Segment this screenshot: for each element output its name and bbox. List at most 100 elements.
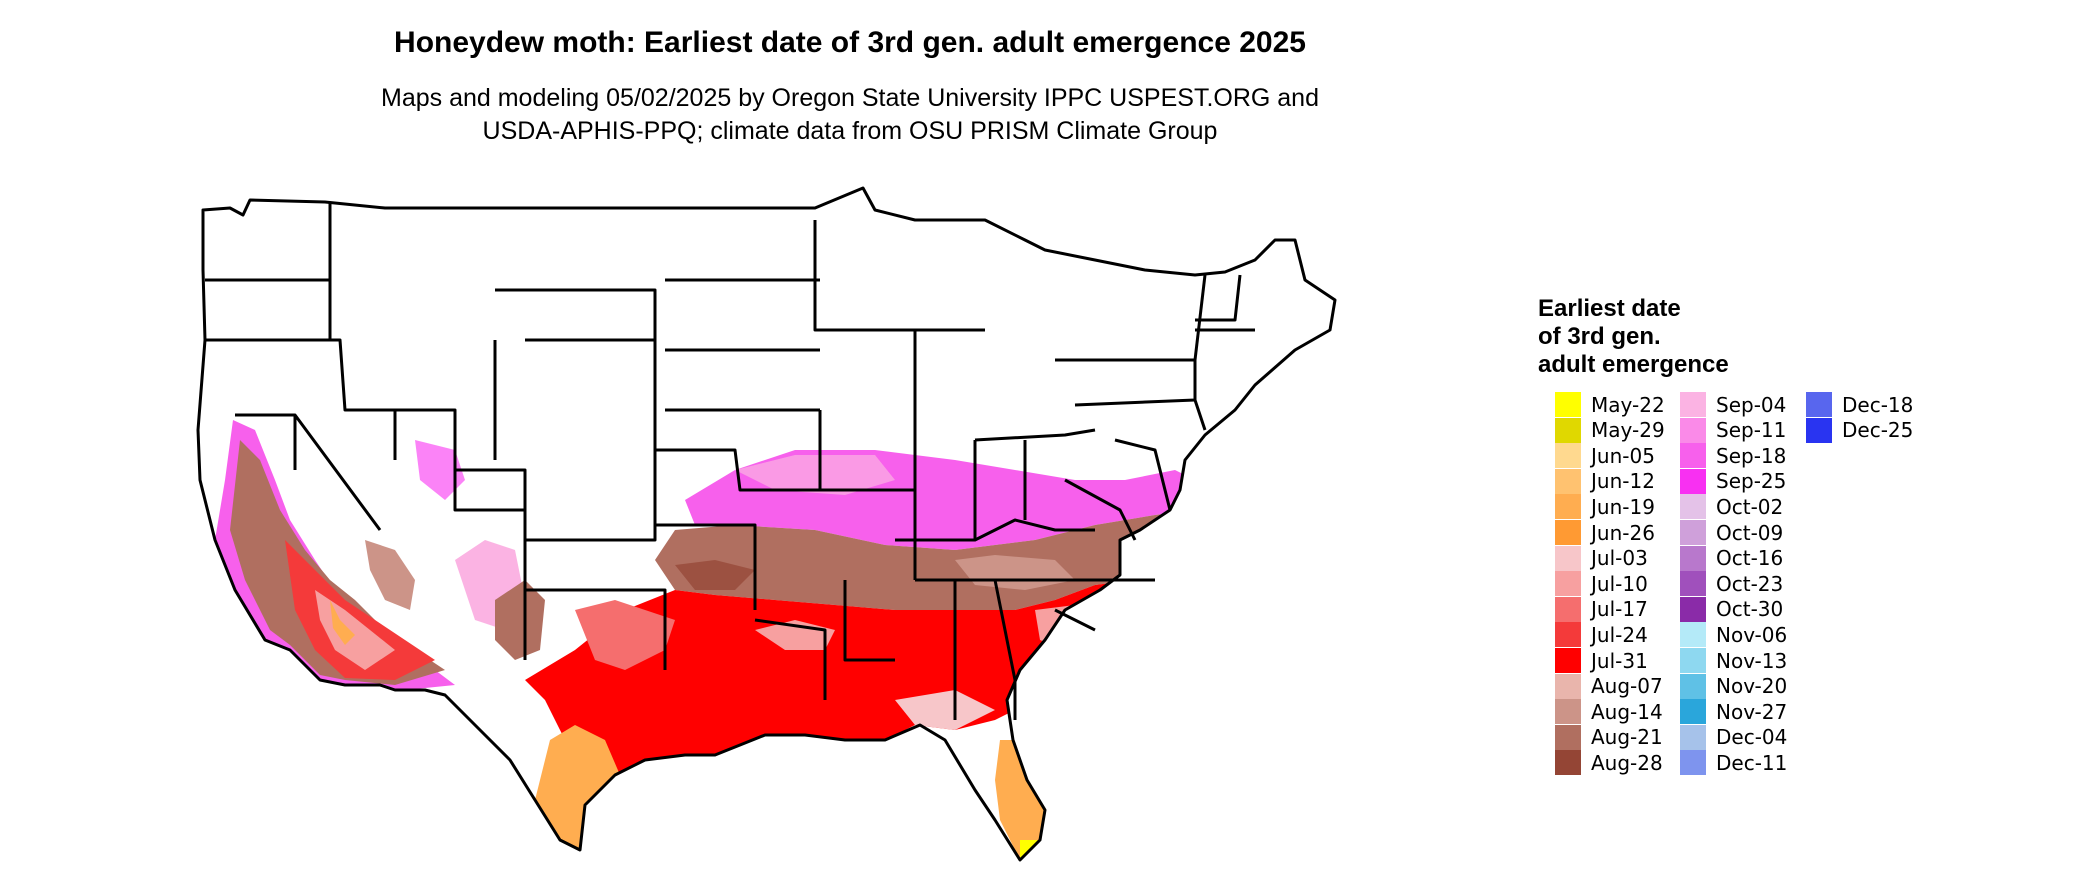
legend-label: Jul-24 <box>1591 622 1648 647</box>
legend-swatch <box>1680 520 1706 545</box>
legend-swatch <box>1555 417 1581 443</box>
legend-swatch <box>1680 673 1706 699</box>
legend-item: Jul-31 <box>1555 648 1648 673</box>
legend-title-line: of 3rd gen. <box>1538 323 1661 350</box>
legend-swatch <box>1680 417 1706 443</box>
legend-swatch <box>1555 443 1581 469</box>
legend-label: Aug-07 <box>1591 674 1663 699</box>
legend-item: Nov-27 <box>1680 699 1788 725</box>
legend-swatch <box>1555 494 1581 520</box>
legend-title-line: Earliest date <box>1538 295 1681 322</box>
legend-swatch <box>1680 622 1706 648</box>
legend-swatch <box>1680 468 1706 494</box>
legend-swatch <box>1555 392 1581 417</box>
legend-swatch <box>1680 443 1706 469</box>
legend-item: Nov-20 <box>1680 673 1787 699</box>
legend-item: Aug-21 <box>1555 724 1663 750</box>
legend-item: Nov-13 <box>1680 648 1787 673</box>
legend-label: Nov-13 <box>1716 648 1788 673</box>
legend-item: Oct-16 <box>1680 545 1784 571</box>
legend-swatch <box>1555 545 1581 571</box>
legend-item: Oct-02 <box>1680 494 1783 520</box>
legend-swatch <box>1680 494 1706 520</box>
legend-label: Aug-21 <box>1591 725 1663 750</box>
legend-item: Sep-18 <box>1680 443 1787 469</box>
legend-label: Sep-25 <box>1716 469 1787 494</box>
legend-label: Jun-26 <box>1591 520 1655 545</box>
legend-item: May-29 <box>1555 417 1665 443</box>
legend-swatch <box>1555 648 1581 673</box>
legend-swatch <box>1555 571 1581 597</box>
legend-swatch <box>1555 750 1581 776</box>
legend-label: Aug-28 <box>1591 750 1663 775</box>
legend-swatch <box>1680 596 1706 622</box>
legend-swatch <box>1806 392 1832 417</box>
legend-item: May-22 <box>1555 392 1665 417</box>
legend-item: Jun-19 <box>1555 494 1655 520</box>
legend-swatch <box>1680 571 1706 597</box>
legend-label: Nov-06 <box>1716 622 1788 647</box>
legend-item: Sep-04 <box>1680 392 1786 417</box>
map-subtitle-line-2: USDA-APHIS-PPQ; climate data from OSU PR… <box>482 117 1218 145</box>
map-title: Honeydew moth: Earliest date of 3rd gen.… <box>394 26 1306 59</box>
legend-swatch <box>1555 699 1581 725</box>
legend-label: Oct-30 <box>1716 597 1784 622</box>
legend-item: Jun-05 <box>1555 443 1655 469</box>
emergence-overlay <box>215 420 1225 860</box>
state-borders <box>196 186 1337 862</box>
legend-swatch <box>1555 468 1581 494</box>
legend-item: Sep-25 <box>1680 468 1787 494</box>
legend-label: Oct-23 <box>1716 571 1784 596</box>
legend-label: Dec-18 <box>1842 392 1914 417</box>
legend-swatch <box>1680 545 1706 571</box>
legend-item: Sep-11 <box>1680 417 1787 443</box>
legend-item: Dec-04 <box>1680 724 1788 750</box>
legend-label: Jul-10 <box>1591 571 1648 596</box>
legend-item: Jun-12 <box>1555 468 1655 494</box>
legend-item: Jun-26 <box>1555 520 1655 545</box>
legend-item: Nov-06 <box>1680 622 1788 648</box>
legend-swatch <box>1555 596 1581 622</box>
legend-label: Sep-04 <box>1716 392 1787 417</box>
legend-item: Dec-11 <box>1680 750 1788 776</box>
legend-item: Jul-24 <box>1555 622 1648 648</box>
legend-swatch <box>1680 724 1706 750</box>
legend-item: Aug-07 <box>1555 673 1663 699</box>
legend-label: Jun-12 <box>1591 469 1655 494</box>
legend-label: Dec-25 <box>1842 418 1914 443</box>
legend-swatch <box>1680 750 1706 776</box>
legend-item: Aug-14 <box>1555 699 1663 725</box>
legend-label: Dec-11 <box>1716 750 1788 775</box>
legend-label: Jul-03 <box>1591 546 1648 571</box>
legend-label: Aug-14 <box>1591 699 1663 724</box>
legend-item: Dec-25 <box>1806 417 1914 443</box>
legend-item: Oct-09 <box>1680 520 1783 545</box>
legend-label: Sep-11 <box>1716 418 1787 443</box>
legend-label: Jul-31 <box>1591 648 1648 673</box>
legend-label: Jul-17 <box>1591 597 1648 622</box>
legend-swatch <box>1555 673 1581 699</box>
legend-label: May-29 <box>1591 418 1665 443</box>
legend-label: Oct-16 <box>1716 546 1784 571</box>
legend-label: Nov-27 <box>1716 699 1788 724</box>
legend-swatch <box>1680 699 1706 725</box>
legend-item: Jul-03 <box>1555 545 1648 571</box>
legend-item: Dec-18 <box>1806 392 1913 417</box>
legend-item: Jul-17 <box>1555 596 1648 622</box>
legend-label: May-22 <box>1591 392 1665 417</box>
legend-label: Jun-19 <box>1591 494 1655 519</box>
legend-swatch <box>1555 520 1581 545</box>
legend-label: Sep-18 <box>1716 443 1787 468</box>
legend-item: Jul-10 <box>1555 571 1648 597</box>
legend-swatch <box>1555 724 1581 750</box>
legend-label: Oct-09 <box>1716 520 1784 545</box>
legend-label: Jun-05 <box>1591 443 1655 468</box>
legend-swatch <box>1806 417 1832 443</box>
legend-label: Dec-04 <box>1716 725 1788 750</box>
legend-item: Oct-23 <box>1680 571 1784 597</box>
legend-swatch <box>1680 392 1706 417</box>
legend-title-line: adult emergence <box>1538 351 1729 378</box>
legend-swatch <box>1680 648 1706 673</box>
map-subtitle-line-1: Maps and modeling 05/02/2025 by Oregon S… <box>381 84 1319 112</box>
legend-swatch <box>1555 622 1581 648</box>
